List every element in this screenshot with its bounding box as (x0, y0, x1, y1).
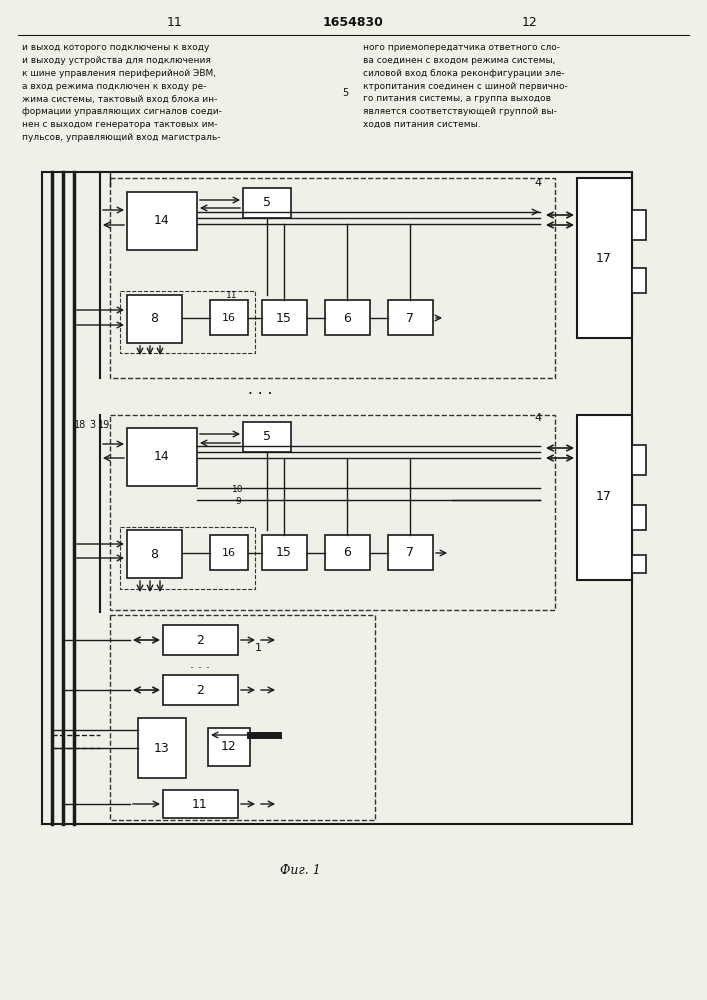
Bar (577, 415, 632, 580)
Text: 10: 10 (233, 486, 244, 494)
Text: 7: 7 (406, 312, 414, 324)
Bar (110, 615, 375, 820)
Text: 1654830: 1654830 (322, 15, 383, 28)
Bar (632, 505, 646, 530)
Bar (120, 291, 255, 353)
Text: 7: 7 (406, 546, 414, 560)
Bar (262, 535, 307, 570)
Bar (388, 535, 433, 570)
Text: 8: 8 (150, 548, 158, 560)
Bar (325, 535, 370, 570)
Text: 2: 2 (196, 684, 204, 696)
Bar (632, 445, 646, 475)
Bar (210, 535, 248, 570)
Text: 5: 5 (342, 88, 348, 98)
Text: 6: 6 (343, 312, 351, 324)
Text: 9: 9 (235, 497, 241, 506)
Text: 13: 13 (154, 742, 170, 754)
Bar (127, 530, 182, 578)
Text: 17: 17 (596, 251, 612, 264)
Bar (110, 178, 555, 378)
Text: 15: 15 (276, 546, 292, 560)
Bar (42, 172, 632, 824)
Bar (138, 718, 186, 778)
Text: 12: 12 (221, 740, 237, 754)
Text: 4: 4 (534, 178, 542, 188)
Bar (210, 300, 248, 335)
Bar (243, 422, 291, 452)
Text: Фиг. 1: Фиг. 1 (280, 863, 320, 876)
Bar (577, 178, 632, 338)
Bar (243, 188, 291, 218)
Text: 5: 5 (263, 196, 271, 210)
Bar (127, 295, 182, 343)
Text: 3: 3 (89, 420, 95, 430)
Bar (632, 555, 646, 573)
Text: 15: 15 (276, 312, 292, 324)
Text: 19: 19 (98, 420, 110, 430)
Text: 1: 1 (255, 643, 262, 653)
Text: 14: 14 (154, 215, 170, 228)
Bar (325, 300, 370, 335)
Bar (632, 268, 646, 293)
Text: ного приемопередатчика ответного сло-
ва соединен с входом режима системы,
силов: ного приемопередатчика ответного сло- ва… (363, 43, 568, 129)
Text: . . .: . . . (248, 382, 272, 397)
Text: 6: 6 (343, 546, 351, 560)
Bar (163, 675, 238, 705)
Text: 12: 12 (522, 15, 538, 28)
Text: 8: 8 (150, 312, 158, 326)
Text: 16: 16 (222, 548, 236, 558)
Bar (127, 428, 197, 486)
Text: 16: 16 (222, 313, 236, 323)
Bar (120, 527, 255, 589)
Text: . . .: . . . (190, 658, 210, 672)
Bar (388, 300, 433, 335)
Bar (127, 192, 197, 250)
Text: и выход которого подключены к входу
и выходу устройства для подключения
к шине у: и выход которого подключены к входу и вы… (22, 43, 222, 142)
Text: 11: 11 (167, 15, 183, 28)
Text: 2: 2 (196, 634, 204, 647)
Bar (208, 728, 250, 766)
Bar (110, 415, 555, 610)
Bar (163, 790, 238, 818)
Text: 11: 11 (226, 290, 238, 300)
Text: 4: 4 (534, 413, 542, 423)
Text: 18: 18 (74, 420, 86, 430)
Text: 14: 14 (154, 450, 170, 464)
Bar (163, 625, 238, 655)
Text: 17: 17 (596, 490, 612, 504)
Text: 11: 11 (192, 798, 208, 810)
Bar (262, 300, 307, 335)
Bar (632, 210, 646, 240)
Text: 5: 5 (263, 430, 271, 444)
